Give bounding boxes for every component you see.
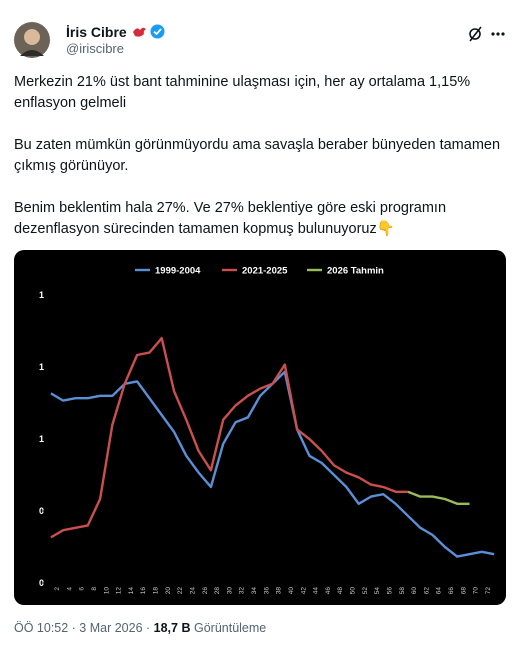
x-tick-label: 46 xyxy=(325,587,332,595)
author-handle[interactable]: @iriscibre xyxy=(66,41,124,56)
verified-badge xyxy=(150,24,165,39)
tweet-footer: ÖÖ 10:52 · 3 Mar 2026 · 18,7 B Görüntüle… xyxy=(14,621,266,635)
x-tick-label: 10 xyxy=(103,587,110,595)
x-tick-label: 58 xyxy=(399,587,406,595)
x-tick-label: 12 xyxy=(116,587,123,595)
x-tick-label: 44 xyxy=(313,587,320,595)
x-tick-label: 56 xyxy=(386,587,393,595)
paragraph: Merkezin 21% üst bant tahminine ulaşması… xyxy=(14,74,471,111)
y-tick-label: 0 xyxy=(39,578,44,588)
timestamp[interactable]: ÖÖ 10:52 · 3 Mar 2026 · xyxy=(14,621,154,635)
author-name[interactable]: İris Cibre xyxy=(66,24,165,40)
x-tick-label: 62 xyxy=(423,587,430,595)
series-line xyxy=(407,490,470,505)
legend-label: 2026 Tahmin xyxy=(327,266,384,277)
legend-label: 1999-2004 xyxy=(155,266,201,277)
author-name-text[interactable]: İris Cibre xyxy=(66,24,127,40)
x-tick-label: 16 xyxy=(140,587,147,595)
y-tick-label: 1 xyxy=(39,362,44,372)
x-tick-label: 48 xyxy=(337,587,344,595)
paragraph: Benim beklentim hala 27%. Ve 27% beklent… xyxy=(14,200,447,237)
x-tick-label: 54 xyxy=(374,587,381,595)
x-tick-label: 64 xyxy=(436,587,443,595)
x-tick-label: 6 xyxy=(79,587,86,591)
paragraph: Bu zaten mümkün görünmüyordu ama savaşla… xyxy=(14,137,501,174)
x-tick-label: 66 xyxy=(448,587,455,595)
x-tick-label: 38 xyxy=(276,587,283,595)
x-tick-label: 4 xyxy=(66,587,73,591)
y-tick-label: 1 xyxy=(39,290,44,300)
x-tick-label: 18 xyxy=(153,587,160,595)
series-line xyxy=(50,337,408,539)
legend-label: 2021-2025 xyxy=(242,266,288,277)
x-tick-label: 68 xyxy=(460,587,467,595)
avatar[interactable] xyxy=(14,22,50,58)
chart-image[interactable]: 0 0 1 1 1 2 4 6 8 10 12 14 16 18 20 22 24 26 28 30 32 34 36 38 4… xyxy=(14,250,506,605)
x-tick-label: 34 xyxy=(251,587,258,595)
y-tick-label: 0 xyxy=(39,506,44,516)
x-tick-label: 70 xyxy=(473,587,480,595)
x-tick-label: 30 xyxy=(226,587,233,595)
series-line xyxy=(50,370,495,558)
x-tick-label: 60 xyxy=(411,587,418,595)
x-tick-label: 22 xyxy=(177,587,184,595)
x-tick-label: 2 xyxy=(54,587,61,591)
x-tick-label: 72 xyxy=(485,587,492,595)
tweet-text: Merkezin 21% üst bant tahminine ulaşması… xyxy=(14,72,504,261)
view-count: 18,7 B xyxy=(153,621,191,635)
x-tick-label: 52 xyxy=(362,587,369,595)
x-tick-label: 36 xyxy=(263,587,270,595)
x-tick-label: 26 xyxy=(202,587,209,595)
x-tick-label: 14 xyxy=(128,587,135,595)
bird-icon xyxy=(132,27,146,37)
header-icons[interactable] xyxy=(467,24,507,44)
x-tick-label: 40 xyxy=(288,587,295,595)
x-tick-label: 42 xyxy=(300,587,307,595)
view-label: Görüntüleme xyxy=(193,621,267,635)
x-tick-label: 8 xyxy=(91,587,98,591)
y-tick-label: 1 xyxy=(39,434,44,444)
x-tick-label: 50 xyxy=(350,587,357,595)
x-tick-label: 20 xyxy=(165,587,172,595)
x-tick-label: 32 xyxy=(239,587,246,595)
x-tick-label: 28 xyxy=(214,587,221,595)
x-tick-label: 24 xyxy=(189,587,196,595)
